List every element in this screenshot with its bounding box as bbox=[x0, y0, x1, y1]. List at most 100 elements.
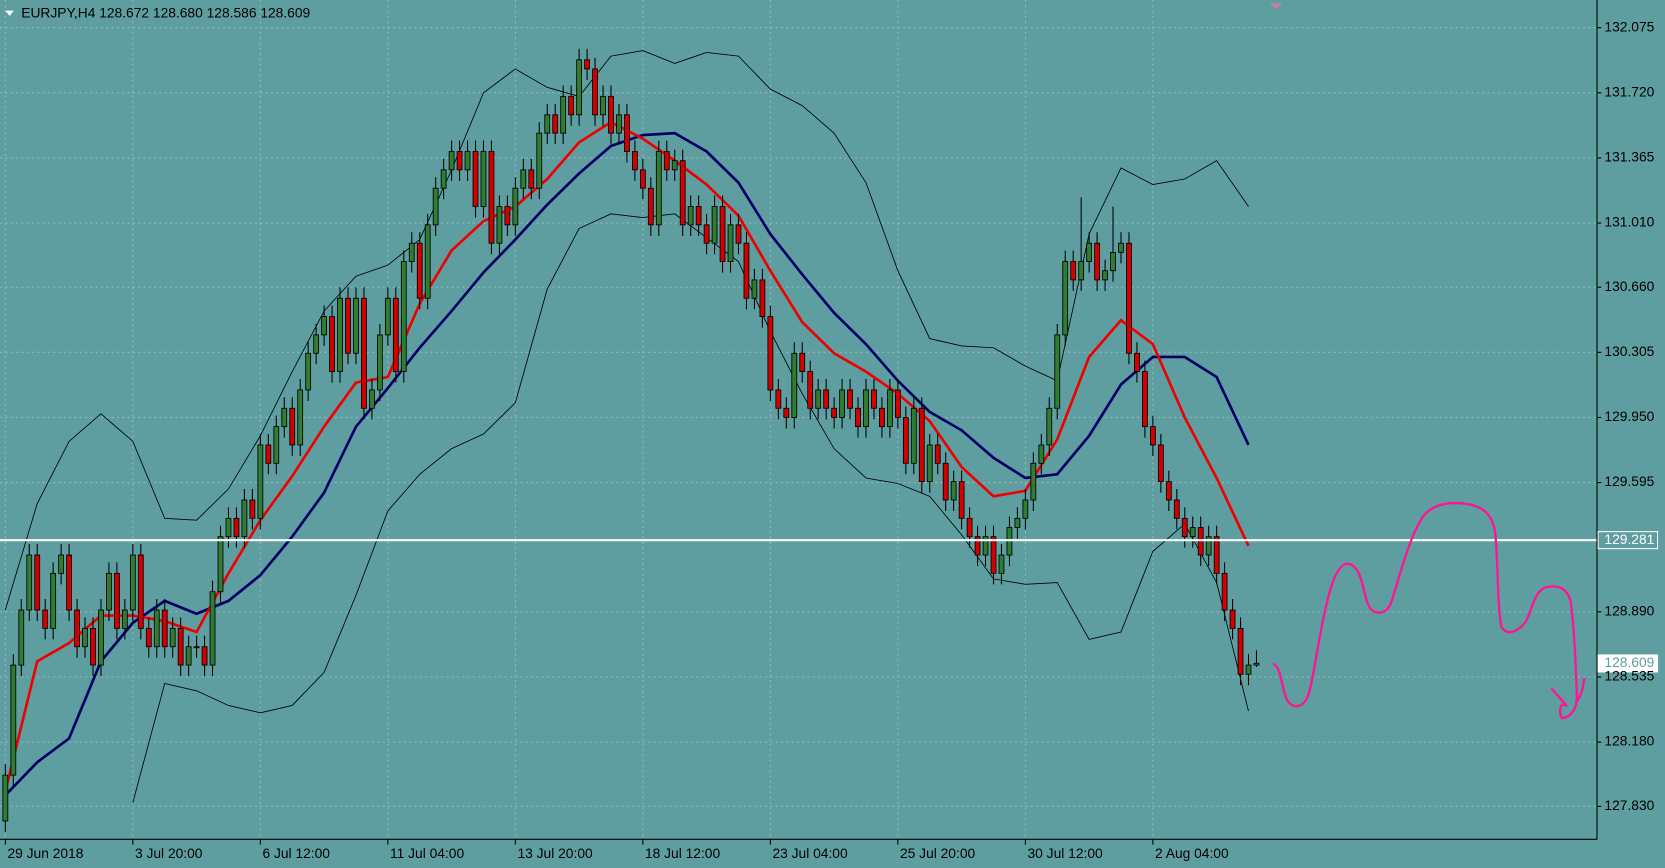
candle-body bbox=[847, 389, 853, 409]
candle-body bbox=[735, 224, 742, 244]
x-tick-label: 29 Jun 2018 bbox=[7, 845, 83, 861]
candle-body bbox=[528, 169, 535, 189]
candle-body bbox=[209, 591, 216, 666]
candle-body bbox=[432, 187, 439, 226]
candle-body bbox=[926, 444, 933, 483]
candle-body bbox=[1142, 371, 1148, 428]
candle-body bbox=[576, 59, 583, 116]
chart-title: EURJPY,H4 128.672 128.680 128.586 128.60… bbox=[21, 4, 310, 20]
candle-body bbox=[18, 609, 25, 666]
candle-body bbox=[512, 187, 519, 226]
candle-body bbox=[58, 554, 65, 574]
candle-body bbox=[241, 499, 248, 538]
candle-body bbox=[568, 96, 575, 116]
candle-body bbox=[177, 627, 184, 666]
candle-body bbox=[169, 627, 176, 648]
candle-body bbox=[1181, 517, 1188, 538]
candles bbox=[2, 48, 1260, 832]
candle-body bbox=[153, 609, 160, 648]
candle-body bbox=[1213, 536, 1220, 574]
candle-body bbox=[217, 536, 224, 593]
candle-body bbox=[910, 407, 917, 464]
candle-body bbox=[464, 151, 471, 171]
candle-body bbox=[624, 114, 630, 152]
grid bbox=[0, 0, 1597, 840]
candle-body bbox=[616, 114, 622, 134]
candle-body bbox=[337, 297, 343, 373]
candle-body bbox=[305, 352, 312, 391]
candle-body bbox=[26, 554, 33, 611]
candle-body bbox=[631, 151, 638, 171]
candle-body bbox=[791, 352, 798, 418]
candle-body bbox=[34, 554, 41, 611]
price-label-box bbox=[1597, 531, 1659, 550]
candle-body bbox=[759, 279, 766, 318]
candle-body bbox=[1149, 426, 1156, 446]
x-tick-label: 30 Jul 12:00 bbox=[1028, 845, 1104, 861]
candle-body bbox=[496, 206, 503, 244]
candle-body bbox=[1038, 444, 1045, 464]
y-tick-label: 128.890 bbox=[1604, 603, 1654, 619]
candle-body bbox=[121, 609, 128, 629]
candle-body bbox=[974, 536, 981, 556]
candle-body bbox=[982, 536, 989, 556]
candle-body bbox=[193, 646, 200, 649]
candle-body bbox=[456, 151, 463, 171]
candle-body bbox=[727, 224, 734, 262]
candle-body bbox=[592, 68, 598, 116]
overlay bbox=[0, 531, 1659, 673]
candle-body bbox=[1157, 444, 1164, 483]
x-tick-label: 25 Jul 20:00 bbox=[900, 845, 976, 861]
candle-body bbox=[504, 206, 511, 226]
candle-body bbox=[1189, 527, 1196, 538]
candle-body bbox=[958, 481, 965, 519]
y-tick-label: 130.305 bbox=[1604, 343, 1654, 359]
candle-body bbox=[1014, 517, 1021, 528]
candle-body bbox=[416, 242, 423, 299]
candle-body bbox=[145, 627, 152, 648]
candle-body bbox=[823, 389, 830, 409]
x-tick-label: 2 Aug 04:00 bbox=[1155, 845, 1229, 861]
axes: 132.075 131.720 131.365 131.010 130.660 130.3… bbox=[4, 18, 1655, 861]
candle-body bbox=[82, 627, 88, 648]
freehand-drawing bbox=[1272, 501, 1586, 720]
candle-body bbox=[50, 572, 57, 629]
candle-body bbox=[201, 646, 208, 666]
candle-body bbox=[711, 206, 718, 244]
candle-body bbox=[313, 334, 320, 354]
candle-body bbox=[1205, 536, 1212, 556]
candle-body bbox=[544, 114, 551, 134]
candle-body bbox=[369, 389, 375, 409]
candle-body bbox=[918, 407, 925, 483]
candle-body bbox=[966, 517, 973, 538]
candle-body bbox=[1046, 407, 1053, 446]
candle-body bbox=[584, 59, 590, 70]
candle-body bbox=[440, 169, 447, 189]
candle-body bbox=[161, 609, 168, 648]
candle-body bbox=[114, 572, 120, 629]
menu-triangle[interactable] bbox=[5, 10, 14, 16]
candle-body bbox=[671, 160, 678, 171]
candle-body bbox=[871, 389, 877, 409]
candle-body bbox=[655, 151, 662, 226]
scroll-marker bbox=[1269, 3, 1283, 10]
candle-body bbox=[934, 444, 941, 464]
candle-body bbox=[66, 554, 72, 611]
candle-body bbox=[687, 206, 694, 226]
x-tick-label: 11 Jul 04:00 bbox=[390, 845, 464, 861]
x-tick-label: 18 Jul 12:00 bbox=[645, 845, 721, 861]
candle-body bbox=[600, 96, 606, 116]
candle-body bbox=[281, 407, 288, 428]
last-price-label: 128.609 bbox=[1604, 654, 1654, 670]
candle-body bbox=[42, 609, 49, 629]
y-tick-label: 132.075 bbox=[1604, 18, 1654, 34]
candle-body bbox=[1030, 462, 1037, 501]
candle-body bbox=[807, 371, 814, 409]
candle-body bbox=[1070, 261, 1077, 281]
candle-body bbox=[1165, 481, 1172, 501]
y-tick-label: 128.180 bbox=[1604, 733, 1654, 749]
candle-body bbox=[894, 389, 901, 418]
candle-body bbox=[1229, 609, 1236, 629]
